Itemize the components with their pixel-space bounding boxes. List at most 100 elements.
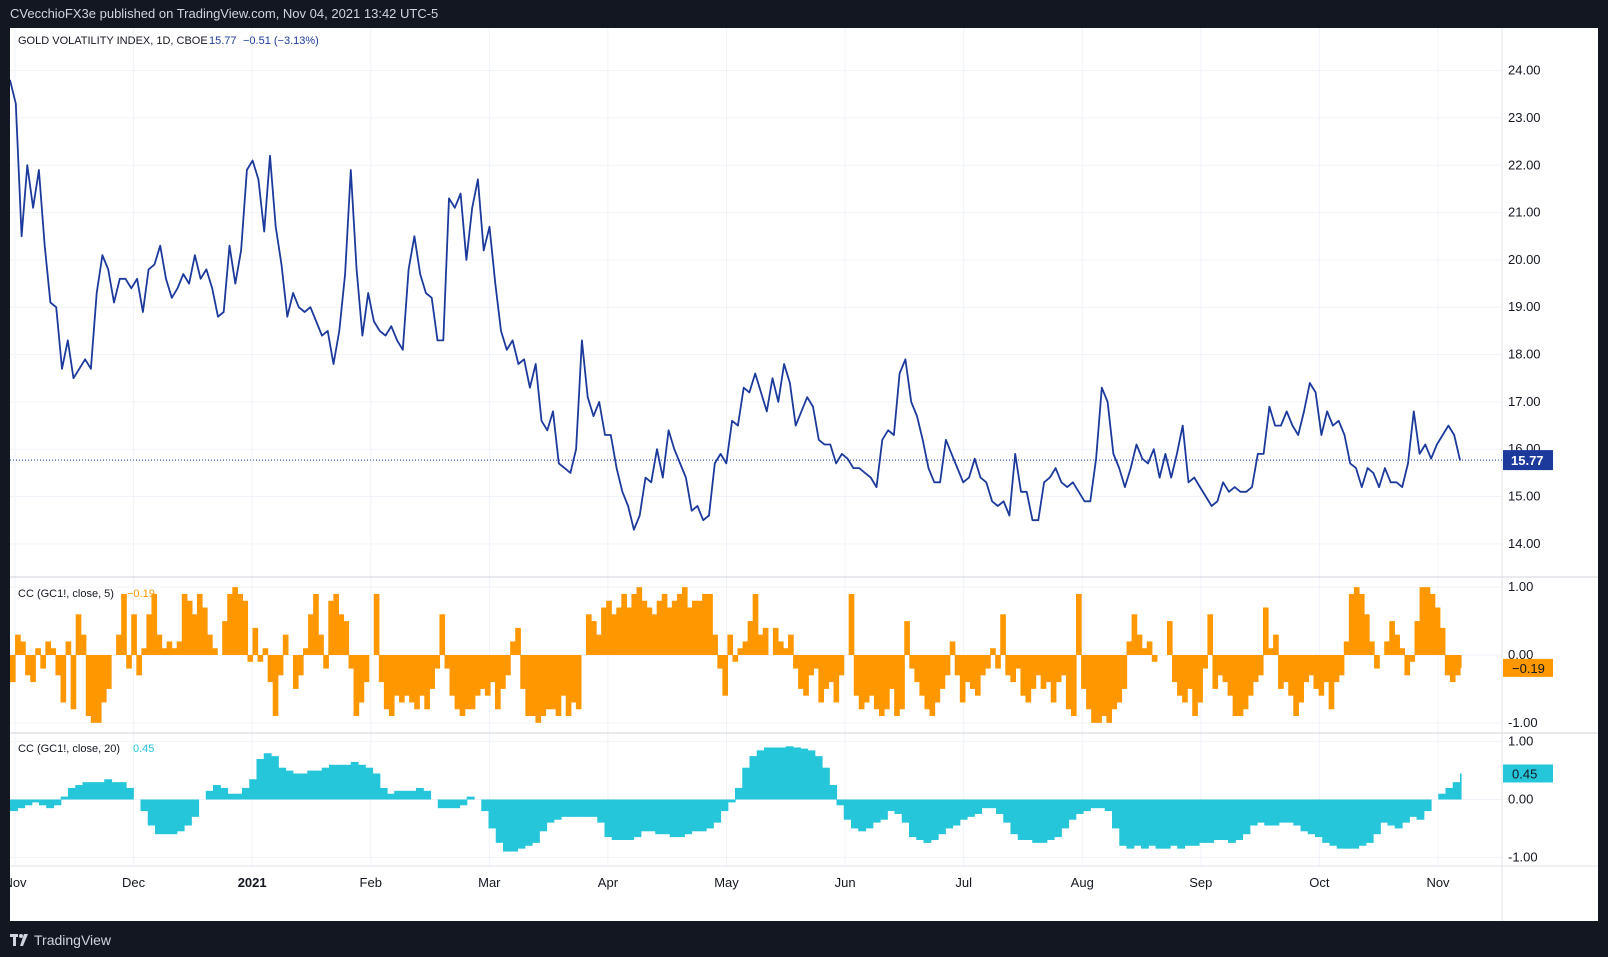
cc20-area-segment: [1097, 799, 1106, 809]
cc20-area-segment: [1141, 799, 1149, 849]
cc20-area-segment: [1293, 799, 1302, 826]
main-title: GOLD VOLATILITY INDEX, 1D, CBOE: [18, 35, 208, 47]
last-price-label: 15.77: [1511, 453, 1544, 468]
cc20-area-segment: [655, 799, 664, 835]
cc20-area-segment: [814, 756, 823, 800]
gvz-data-point: [893, 434, 895, 436]
cc5-area-segment: [1060, 655, 1067, 676]
gvz-data-point: [1343, 434, 1346, 436]
cc5-area-segment: [560, 655, 567, 696]
gvz-data-point: [916, 415, 918, 417]
cc5-area-segment: [75, 614, 82, 655]
cc5-area-segment: [1232, 655, 1239, 717]
cc20-area-segment: [1184, 799, 1193, 846]
gvz-data-point: [956, 467, 959, 469]
gvz-data-point: [1309, 382, 1311, 384]
gvz-data-point: [812, 406, 814, 408]
gvz-data-point: [1315, 391, 1317, 393]
cc5-area-segment: [904, 621, 910, 655]
cc5-area-segment: [924, 655, 931, 710]
cc5-area-segment: [242, 600, 249, 655]
cc5-area-segment: [666, 607, 673, 655]
gvz-data-point: [263, 230, 265, 233]
cc20-area-segment: [706, 799, 714, 829]
cc5-pane[interactable]: 1.00 0.00 -1.00 −0.19: [10, 579, 1553, 730]
cc5-area-segment: [1020, 655, 1027, 696]
gvz-data-point: [685, 477, 687, 479]
cc5-area-segment: [1384, 641, 1390, 655]
main-pane[interactable]: 24.00 23.00 22.00 21.00 20.00 19.00 18.00 17.00…: [9, 63, 1553, 551]
chart-area[interactable]: 24.00 23.00 22.00 21.00 20.00 19.00 18.00 17.00…: [3, 28, 1598, 921]
cc20-area-segment: [104, 779, 113, 800]
gvz-data-point: [332, 363, 335, 365]
cc20-area-segment: [401, 790, 410, 800]
cc5-area-segment: [727, 634, 734, 655]
cc5-area-segment: [1182, 655, 1188, 703]
gvz-data-point: [361, 335, 363, 337]
time-axis[interactable]: Nov Dec 2021 Feb Mar Apr May Jun Jul Aug Sep Oct Nov: [3, 875, 1450, 890]
cc20-area-segment: [1213, 799, 1222, 840]
cc20-pane[interactable]: 1.00 0.00 -1.00 0.45: [10, 734, 1553, 865]
cc20-area-segment: [510, 799, 519, 852]
cc5-area-segment: [161, 648, 168, 655]
gvz-data-point: [823, 443, 826, 446]
x-tick-label: May: [714, 875, 739, 890]
gvz-data-point: [616, 467, 618, 469]
cc5-area-segment: [318, 634, 324, 655]
chart-svg[interactable]: 24.00 23.00 22.00 21.00 20.00 19.00 18.00 17.00…: [3, 28, 1598, 921]
cc20-area-segment: [575, 799, 584, 817]
cc5-area-segment: [899, 655, 905, 710]
gvz-data-point: [696, 505, 699, 507]
gvz-data-point: [829, 443, 831, 446]
gvz-data-point: [379, 330, 381, 332]
gvz-data-point: [708, 514, 710, 517]
cc20-area-segment: [1090, 799, 1099, 809]
cc20-area-segment: [1104, 799, 1113, 812]
bottom-bar: TradingView: [0, 921, 1608, 957]
gvz-data-point: [881, 439, 883, 441]
cc20-area-segment: [1199, 799, 1207, 843]
cc20-area-segment: [1126, 799, 1135, 849]
cc5-area-segment: [363, 655, 370, 683]
cc5-area-segment: [1439, 627, 1446, 655]
gvz-data-point: [1187, 481, 1190, 483]
gvz-data-point: [234, 283, 236, 285]
cc5-area-segment: [1070, 655, 1077, 717]
cc20-area-segment: [126, 787, 134, 800]
cc5-area-segment: [277, 655, 284, 676]
gvz-data-point: [67, 339, 69, 341]
cc5-area-segment: [1247, 655, 1254, 696]
cc5-area-segment: [681, 587, 688, 655]
cc20-area-segment: [916, 799, 925, 840]
cc5-area-segment: [313, 593, 319, 655]
cc5-area-segment: [171, 648, 178, 655]
gvz-data-point: [252, 159, 254, 162]
gvz-data-point: [176, 287, 179, 289]
cc20-area-segment: [213, 785, 221, 800]
gvz-data-point: [280, 264, 283, 266]
tradingview-logo[interactable]: TradingView: [10, 932, 111, 948]
gvz-series-line[interactable]: [9, 79, 1461, 531]
cc5-y-tick-label: -1.00: [1508, 715, 1538, 730]
gvz-data-point: [1320, 434, 1322, 436]
cc5-area-segment: [671, 600, 678, 655]
gvz-data-point: [1118, 467, 1120, 469]
cc5-area-segment: [1177, 655, 1183, 696]
cc5-area-segment: [772, 627, 779, 655]
cc20-area-segment: [1155, 799, 1164, 849]
gvz-data-point: [1419, 453, 1421, 455]
cc5-area-segment: [1192, 655, 1198, 717]
cc5-area-segment: [1126, 641, 1133, 655]
gvz-data-point: [847, 458, 849, 460]
gvz-data-point: [575, 448, 577, 450]
gvz-data-point: [1251, 486, 1253, 488]
cc5-area-segment: [828, 655, 835, 683]
cc20-area-segment: [176, 799, 185, 832]
gvz-data-point: [38, 169, 40, 171]
cc20-area-segment: [1278, 799, 1287, 823]
gvz-data-point: [1384, 467, 1386, 469]
cc5-area-segment: [1146, 641, 1153, 655]
cc20-area-segment: [329, 764, 337, 800]
gvz-data-point: [1286, 410, 1288, 412]
gvz-data-point: [408, 268, 410, 270]
